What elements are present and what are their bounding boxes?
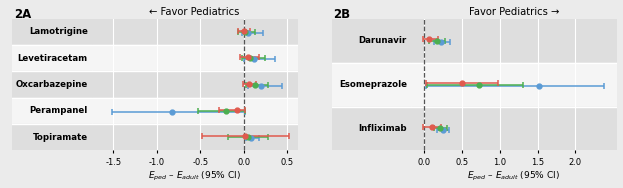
Text: Oxcarbazepine: Oxcarbazepine [16,80,88,89]
Bar [331,63,411,107]
Bar [411,19,617,63]
Bar [92,98,298,124]
Bar [411,107,617,150]
Text: Levetiracetam: Levetiracetam [17,54,88,63]
Text: Lamotrigine: Lamotrigine [29,27,88,36]
Bar [12,124,92,150]
Bar [92,45,298,71]
Text: Darunavir: Darunavir [359,36,407,45]
Bar [12,98,92,124]
Bar [331,107,411,150]
Title: ← Favor Pediatrics: ← Favor Pediatrics [150,7,240,17]
Bar [12,19,92,45]
Bar [12,45,92,71]
Title: Favor Pediatrics →: Favor Pediatrics → [468,7,559,17]
Text: Esomeprazole: Esomeprazole [339,80,407,89]
X-axis label: $E_{ped}$ – $E_{adult}$ (95% CI): $E_{ped}$ – $E_{adult}$ (95% CI) [467,170,560,183]
Text: Topiramate: Topiramate [32,133,88,142]
Bar [411,63,617,107]
Text: 2A: 2A [14,8,31,21]
Bar [92,71,298,98]
Text: Infliximab: Infliximab [358,124,407,133]
Bar [92,124,298,150]
Bar [331,19,411,63]
X-axis label: $E_{ped}$ – $E_{adult}$ (95% CI): $E_{ped}$ – $E_{adult}$ (95% CI) [148,170,241,183]
Bar [12,71,92,98]
Bar [92,19,298,45]
Text: 2B: 2B [333,8,350,21]
Text: Perampanel: Perampanel [29,106,88,115]
